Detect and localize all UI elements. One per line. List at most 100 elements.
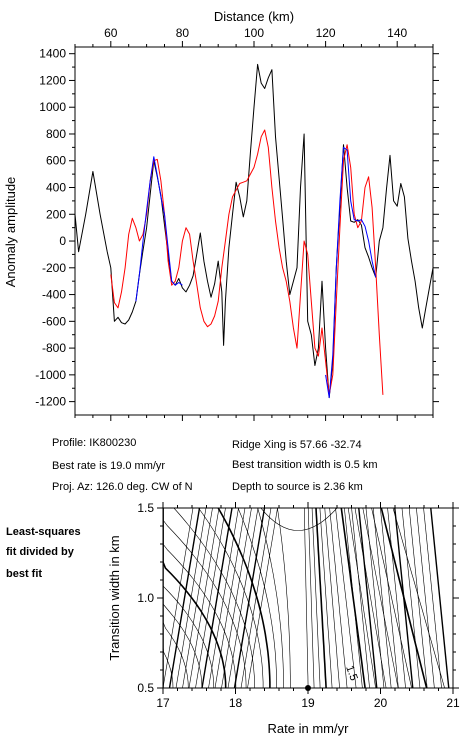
- side-note-line-1: Least-squares: [6, 526, 81, 538]
- contour-y-tick-label: 1.5: [137, 501, 154, 515]
- contour-line-steep: [233, 508, 266, 688]
- profile-x-tick-label: 60: [104, 26, 118, 40]
- side-note: Least-squares fit divided by best fit: [6, 526, 81, 580]
- side-note-line-3: best fit: [6, 568, 42, 580]
- contour-line-steep: [408, 508, 428, 688]
- profile-y-tick-label: -200: [42, 261, 66, 275]
- profile-y-tick-label: 800: [46, 127, 66, 141]
- contour-y-axis-label: Transition width in km: [107, 535, 122, 660]
- contour-line-steep: [208, 508, 239, 688]
- profile-y-tick-label: -400: [42, 288, 66, 302]
- contour-line-right: [315, 508, 327, 688]
- contour-line-steep: [163, 508, 194, 688]
- contour-y-tick-label: 0.5: [137, 681, 154, 695]
- projection-azimuth-text: Proj. Az: 126.0 deg. CW of N: [52, 481, 193, 493]
- contour-line-left: [237, 508, 277, 688]
- contour-line-left: [163, 508, 174, 688]
- best-fit-marker: [305, 685, 311, 691]
- contour-axis-ticks: 17 18 19 20 21 0.5 1.0 1.5: [137, 501, 460, 710]
- profile-series-line-0: [74, 63, 434, 399]
- profile-y-axis-label: Anomaly amplitude: [3, 177, 18, 288]
- contour-lines: [163, 508, 450, 688]
- contour-line-steep: [188, 508, 220, 688]
- profile-y-tick-label: -800: [42, 341, 66, 355]
- profile-y-tick-label: 0: [59, 234, 66, 248]
- contour-line-steep: [201, 508, 233, 688]
- profile-y-tick-label: -1200: [35, 395, 66, 409]
- contour-line-right: [319, 508, 333, 688]
- contour-value-label: 1.5: [343, 664, 360, 682]
- profile-info: Profile: IK800230 Best rate is 19.0 mm/y…: [52, 437, 378, 493]
- contour-line-steep: [182, 508, 213, 688]
- contour-y-tick-label: 1.0: [137, 591, 154, 605]
- anomaly-profile-chart: 60 80 100 120 140 -1200 -1000 -800 -600 -400 -200 0…: [3, 9, 439, 421]
- profile-series-line-2: [135, 156, 183, 302]
- contour-x-tick-label: 17: [156, 696, 170, 710]
- contour-x-tick-label: 21: [446, 696, 460, 710]
- contour-line-steep: [423, 508, 442, 688]
- profile-x-tick-label: 100: [244, 26, 264, 40]
- contour-line-left: [257, 508, 284, 688]
- contour-line-right: [329, 508, 348, 688]
- contour-line-steep: [351, 508, 370, 688]
- profile-axis-ticks: 60 80 100 120 140 -1200 -1000 -800 -600 -400 -200 0…: [35, 26, 439, 421]
- contour-line-steep: [344, 508, 363, 688]
- contour-line-left: [198, 508, 264, 688]
- profile-y-tick-label: 200: [46, 207, 66, 221]
- contour-line-steep: [358, 508, 378, 688]
- contour-line-left: [163, 508, 247, 688]
- contour-x-axis-label: Rate in mm/yr: [268, 721, 350, 736]
- contour-x-tick-label: 20: [374, 696, 388, 710]
- side-note-line-2: fit divided by: [6, 546, 75, 558]
- contour-line-steep: [175, 508, 207, 688]
- contour-line-right: [304, 508, 309, 688]
- contour-line-right: [307, 508, 315, 688]
- ridge-crossing-text: Ridge Xing is 57.66 -32.74: [232, 439, 362, 451]
- contour-line-steep: [430, 508, 450, 688]
- profile-series-line-3: [325, 146, 377, 399]
- profile-x-tick-label: 80: [176, 26, 190, 40]
- contour-line-right: [324, 508, 340, 688]
- misfit-contour-chart: 17 18 19 20 21 0.5 1.0 1.5 Rate in mm/yr Transi…: [107, 501, 460, 736]
- contour-line-steep: [416, 508, 435, 688]
- contour-line-steep: [240, 508, 272, 688]
- profile-x-axis-label: Distance (km): [214, 9, 294, 24]
- profile-y-tick-label: 600: [46, 154, 66, 168]
- contour-line-left: [217, 508, 271, 688]
- contour-line-steep: [247, 508, 278, 688]
- contour-line-steep: [365, 508, 385, 688]
- contour-line-steep: [380, 508, 399, 688]
- contour-line-steep: [387, 508, 406, 688]
- contour-x-tick-label: 18: [229, 696, 243, 710]
- profile-y-tick-label: 1200: [39, 73, 66, 87]
- profile-y-tick-label: 1400: [39, 47, 66, 61]
- contour-line-steep: [401, 508, 421, 688]
- contour-line-steep: [394, 508, 414, 688]
- contour-line-steep: [227, 508, 259, 688]
- contour-line-steep: [372, 508, 392, 688]
- contour-line-right: [392, 508, 445, 688]
- depth-to-source-text: Depth to source is 2.36 km: [232, 481, 363, 493]
- contour-line-steep: [214, 508, 246, 688]
- profile-x-tick-label: 140: [387, 26, 407, 40]
- contour-line-left: [163, 508, 203, 688]
- contour-line-left: [163, 508, 215, 688]
- profile-series: [74, 63, 434, 399]
- contour-line-right: [347, 508, 376, 688]
- contour-line-right: [371, 508, 412, 688]
- contour-line-cap: [260, 508, 338, 531]
- best-rate-text: Best rate is 19.0 mm/yr: [52, 460, 165, 472]
- profile-y-tick-label: 400: [46, 181, 66, 195]
- profile-x-tick-label: 120: [316, 26, 336, 40]
- contour-line-left: [163, 508, 227, 688]
- contour-x-tick-label: 19: [301, 696, 315, 710]
- contour-line-left: [163, 508, 189, 688]
- contour-line-right: [311, 508, 321, 688]
- profile-series-line-1: [110, 129, 384, 396]
- contour-line-left: [277, 508, 291, 688]
- contour-line-steep: [195, 508, 226, 688]
- contour-line-right: [335, 508, 357, 688]
- contour-line-steep: [168, 508, 201, 688]
- best-transition-width-text: Best transition width is 0.5 km: [232, 459, 378, 471]
